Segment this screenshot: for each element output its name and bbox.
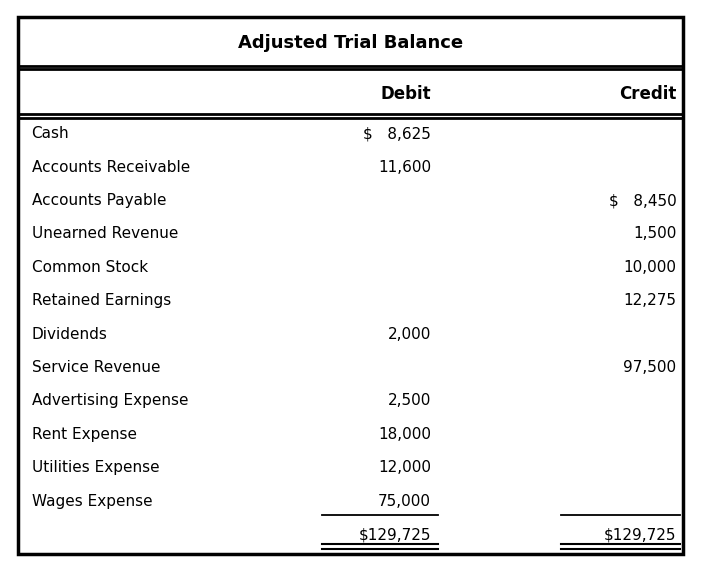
- Text: $   8,625: $ 8,625: [363, 126, 431, 141]
- Text: 12,275: 12,275: [623, 293, 676, 308]
- Text: Unearned Revenue: Unearned Revenue: [32, 227, 178, 242]
- Text: Retained Earnings: Retained Earnings: [32, 293, 171, 308]
- Text: 2,500: 2,500: [388, 393, 431, 408]
- Text: Debit: Debit: [381, 85, 431, 103]
- Text: Dividends: Dividends: [32, 327, 107, 341]
- Text: 12,000: 12,000: [378, 460, 431, 475]
- Text: $129,725: $129,725: [604, 527, 676, 542]
- Text: 10,000: 10,000: [623, 260, 676, 275]
- Text: 18,000: 18,000: [378, 427, 431, 442]
- Text: Wages Expense: Wages Expense: [32, 494, 152, 509]
- Text: 1,500: 1,500: [633, 227, 676, 242]
- Text: $129,725: $129,725: [359, 527, 431, 542]
- Text: Accounts Receivable: Accounts Receivable: [32, 160, 190, 175]
- Text: Cash: Cash: [32, 126, 69, 141]
- Text: Rent Expense: Rent Expense: [32, 427, 137, 442]
- Text: Accounts Payable: Accounts Payable: [32, 193, 166, 208]
- Text: Utilities Expense: Utilities Expense: [32, 460, 159, 475]
- Text: $   8,450: $ 8,450: [608, 193, 676, 208]
- Text: 2,000: 2,000: [388, 327, 431, 341]
- Text: 75,000: 75,000: [378, 494, 431, 509]
- Text: Credit: Credit: [619, 85, 676, 103]
- Text: Advertising Expense: Advertising Expense: [32, 393, 188, 408]
- Text: Common Stock: Common Stock: [32, 260, 148, 275]
- Text: 11,600: 11,600: [378, 160, 431, 175]
- Text: 97,500: 97,500: [623, 360, 676, 375]
- Text: Service Revenue: Service Revenue: [32, 360, 160, 375]
- Text: Adjusted Trial Balance: Adjusted Trial Balance: [238, 34, 463, 52]
